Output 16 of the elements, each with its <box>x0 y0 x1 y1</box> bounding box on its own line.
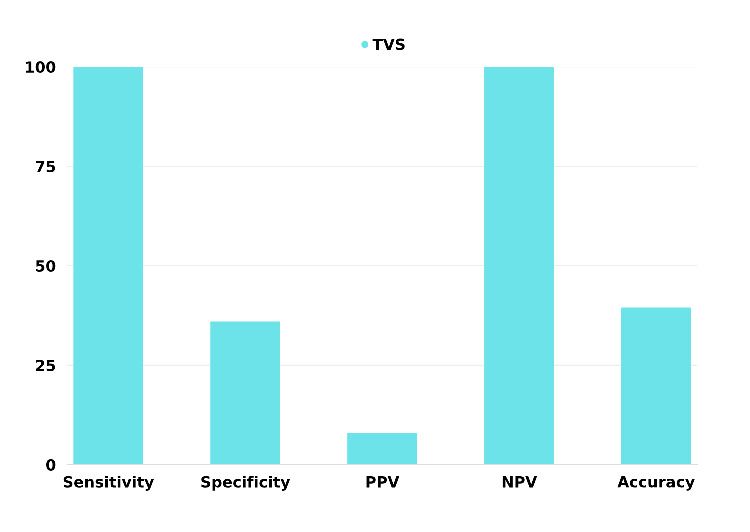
y-tick-label: 0 <box>46 459 56 471</box>
x-tick-label: PPV <box>366 476 400 488</box>
bar <box>621 308 692 465</box>
x-tick-label: Sensitivity <box>64 476 154 491</box>
legend-label: TVS <box>372 38 405 50</box>
bar <box>74 67 144 465</box>
y-tick-label: 50 <box>36 260 56 272</box>
x-tick-label: Specificity <box>202 476 290 491</box>
x-tick-label: Accuracy <box>618 476 695 491</box>
bar <box>484 67 554 465</box>
x-tick-label: NPV <box>502 476 538 488</box>
bar <box>210 322 280 465</box>
y-tick-label: 25 <box>36 360 56 372</box>
y-tick-label: 100 <box>26 61 56 74</box>
bar <box>348 433 418 465</box>
y-tick-label: 75 <box>36 161 56 173</box>
